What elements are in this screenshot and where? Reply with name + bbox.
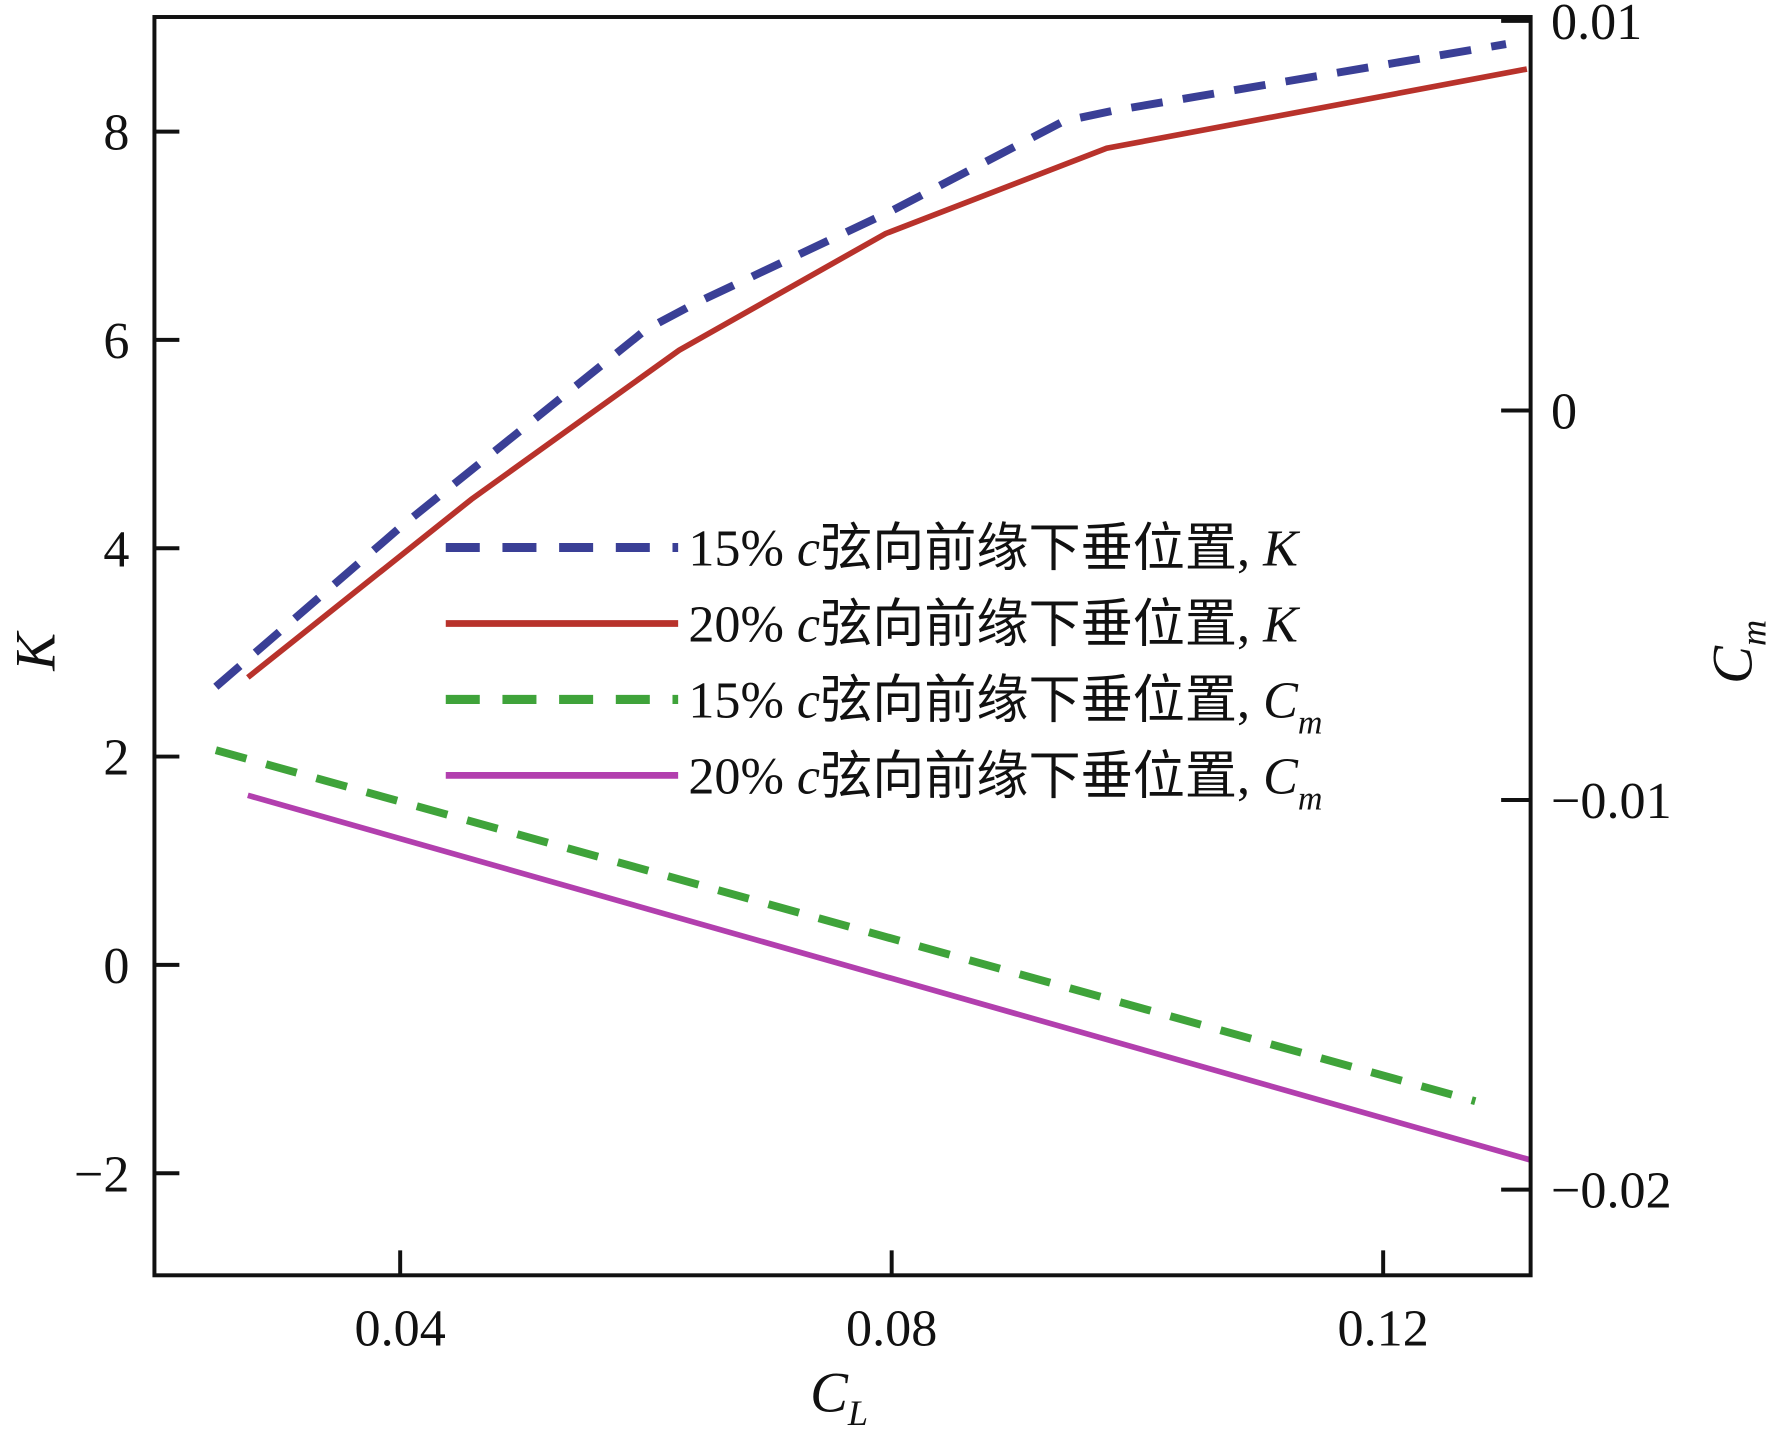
- series-line-3: [247, 792, 1532, 1163]
- y-tick-label: 2: [103, 730, 129, 787]
- legend-label-0: 15% c弦向前缘下垂位置, K: [688, 521, 1300, 578]
- y-tick-label: −2: [74, 1146, 129, 1203]
- y-tick-label: 0: [103, 938, 129, 995]
- x-axis-label: CL: [810, 1362, 868, 1433]
- y-tick-label: 6: [103, 313, 129, 370]
- y-axis-label: K: [6, 630, 68, 672]
- legend-label-1: 20% c弦向前缘下垂位置, K: [688, 597, 1300, 654]
- y2-tick-label: −0.02: [1551, 1163, 1672, 1220]
- legend-label-3: 20% c弦向前缘下垂位置, Cm: [688, 749, 1322, 818]
- y-tick-label: 4: [103, 521, 129, 578]
- x-tick-label: 0.12: [1338, 1301, 1429, 1358]
- plot-frame: [152, 15, 1533, 1278]
- legend: 15% c弦向前缘下垂位置, K 20% c弦向前缘下垂位置, K 15% c弦向前…: [445, 521, 1322, 818]
- y2-tick-label: 0.01: [1551, 0, 1642, 51]
- x-tick-label: 0.04: [355, 1301, 446, 1358]
- series-line-1: [246, 66, 1528, 680]
- series-line-0: [213, 40, 1507, 690]
- series-lines: [213, 40, 1532, 1163]
- y2-axis-label: Cm: [1703, 620, 1774, 684]
- y-tick-label: 8: [103, 105, 129, 162]
- series-line-2: [214, 746, 1477, 1105]
- legend-label-2: 15% c弦向前缘下垂位置, Cm: [688, 673, 1322, 742]
- y2-tick-label: 0: [1551, 384, 1577, 441]
- x-tick-label: 0.08: [846, 1301, 937, 1358]
- axes: 0.04 0.08 0.12 8 6 4 2 0 −2 0.01 0 −0.01 −0.02: [74, 0, 1672, 1358]
- y2-tick-label: −0.01: [1551, 773, 1672, 830]
